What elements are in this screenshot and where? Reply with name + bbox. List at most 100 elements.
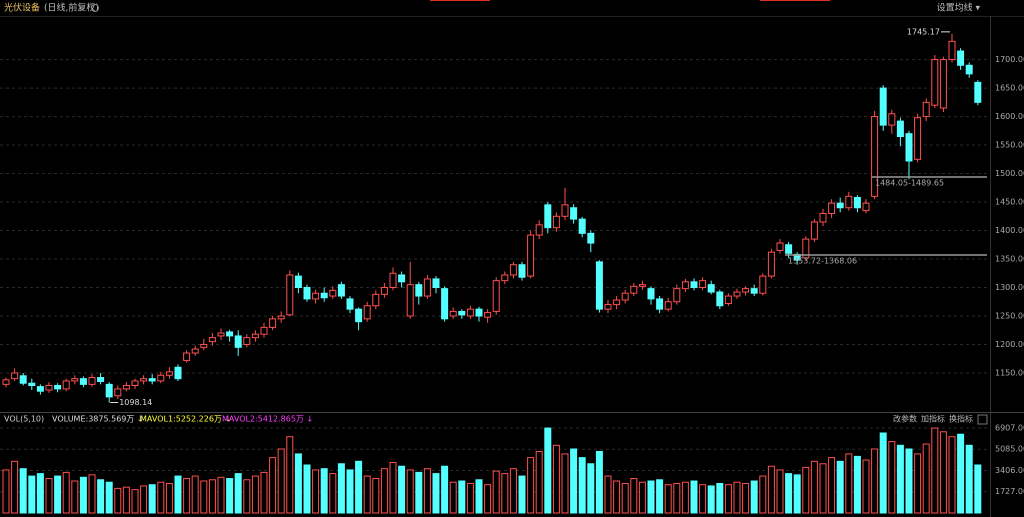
candle-body — [303, 287, 311, 300]
volume-bar — [97, 479, 105, 514]
volume-bar — [828, 457, 836, 514]
volume-bar — [896, 444, 904, 514]
candle-body — [45, 385, 53, 391]
candle-body — [423, 278, 431, 297]
volume-bar — [518, 475, 526, 514]
candle-body — [337, 284, 345, 297]
volume-bar — [183, 478, 191, 514]
volume-bar — [716, 482, 724, 514]
candle-body — [699, 280, 707, 288]
candle-body — [690, 281, 698, 289]
volume-bar — [11, 460, 19, 514]
volume-bar — [458, 480, 466, 514]
candle-body — [638, 284, 646, 287]
volume-bar — [836, 460, 844, 514]
volume-bar — [484, 484, 492, 514]
y-tick-label: 1450.00 — [995, 198, 1024, 207]
candle-body — [79, 378, 87, 385]
volume-bar — [759, 475, 767, 514]
candle-body — [767, 251, 775, 277]
y-tick-label: 1350.00 — [995, 255, 1024, 264]
settings-icon[interactable] — [91, 4, 99, 12]
volume-bar — [724, 484, 732, 514]
volume-bar — [277, 448, 285, 514]
volume-bar — [312, 469, 320, 514]
candle-body — [277, 315, 285, 320]
candle-body — [819, 212, 827, 223]
volume-bar — [251, 475, 259, 514]
volume-bar — [767, 465, 775, 514]
ma-setting[interactable]: 设置均线 ▾ — [937, 2, 981, 14]
candle-body — [458, 310, 466, 316]
candle-body — [750, 288, 758, 294]
candle-body — [28, 382, 36, 386]
volume-bar — [432, 473, 440, 514]
volume-bar — [509, 468, 517, 514]
volume-bar — [140, 485, 148, 514]
volume-bar — [346, 469, 354, 514]
candle-body — [380, 287, 388, 295]
y-tick-label: 1150.00 — [995, 368, 1024, 377]
volume-bar — [406, 469, 414, 514]
volume-bar — [871, 448, 879, 514]
close-button[interactable] — [977, 414, 988, 425]
volume-bar — [329, 473, 337, 514]
toolbar-button[interactable]: 改参数 — [893, 414, 917, 424]
volume-bar — [122, 486, 130, 514]
volume-bar — [785, 473, 793, 514]
volume-bar — [79, 476, 87, 514]
y-tick-label: 1500.00 — [995, 169, 1024, 178]
candle-body — [905, 133, 913, 162]
candle-body — [2, 379, 10, 385]
candle-body — [475, 308, 483, 317]
candle-body — [466, 308, 474, 317]
toolbar-button[interactable]: 换指标 — [949, 414, 973, 424]
candle-body — [191, 348, 199, 354]
volume-bar — [234, 473, 242, 514]
candle-body — [114, 388, 122, 397]
toolbar-button[interactable]: 加指标 — [921, 414, 945, 424]
volume-bar — [191, 475, 199, 514]
volume-bar — [673, 482, 681, 514]
volume-bar — [922, 443, 930, 514]
volume-bar — [269, 457, 277, 514]
y-tick-label: 3406.00 — [995, 466, 1024, 475]
volume-bar — [879, 432, 887, 514]
gap-label: 1353.72-1368.06 — [788, 257, 857, 266]
volume-bar — [630, 478, 638, 514]
candle-body — [226, 331, 234, 337]
volume-bar — [853, 455, 861, 514]
stock-subtitle: (日线,前复权) — [44, 2, 99, 14]
candle-body — [518, 264, 526, 278]
volume-bar — [62, 471, 70, 514]
volume-bar — [131, 489, 139, 514]
volume-bar — [793, 474, 801, 514]
candle-body — [896, 120, 904, 138]
candle-body — [286, 274, 294, 316]
volume-bar — [45, 478, 53, 514]
candle-body — [931, 59, 939, 106]
candle-body — [836, 202, 844, 209]
volume-bar — [303, 464, 311, 514]
volume-bar — [174, 475, 182, 514]
candle-body — [320, 292, 328, 299]
volume-bar — [19, 468, 27, 514]
volume-bar — [355, 460, 363, 514]
volume-bar — [544, 427, 552, 514]
candle-body — [570, 207, 578, 220]
candle-body — [656, 298, 664, 310]
volume-bar — [320, 468, 328, 514]
volume-bar — [552, 444, 560, 514]
volume-bar — [888, 441, 896, 514]
volume-bar — [114, 487, 122, 514]
indicator-label: MAVOL1:5252.226万 ↓ — [140, 415, 231, 424]
candle-body — [251, 333, 259, 339]
candle-body — [595, 261, 603, 310]
candle-body — [71, 378, 79, 382]
volume-bar — [535, 450, 543, 514]
candle-body — [243, 337, 251, 345]
candle-body — [372, 293, 380, 307]
volume-bar — [398, 465, 406, 514]
